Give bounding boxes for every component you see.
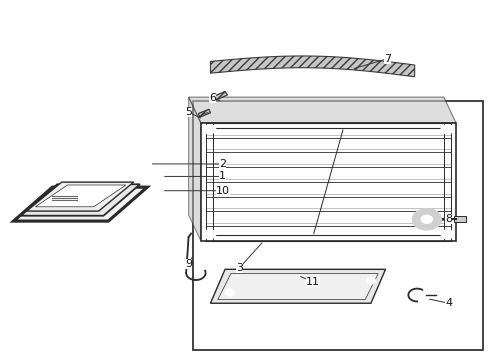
Text: 4: 4 xyxy=(444,298,451,308)
Polygon shape xyxy=(210,91,227,102)
Text: 3: 3 xyxy=(236,262,243,273)
Circle shape xyxy=(440,125,453,134)
Polygon shape xyxy=(217,274,377,300)
Text: 1: 1 xyxy=(219,171,225,181)
Circle shape xyxy=(224,289,234,296)
Polygon shape xyxy=(210,269,385,303)
Polygon shape xyxy=(27,182,133,211)
Polygon shape xyxy=(201,123,455,241)
Polygon shape xyxy=(14,187,147,221)
Text: 9: 9 xyxy=(184,259,192,269)
Polygon shape xyxy=(21,184,140,216)
Polygon shape xyxy=(188,97,201,241)
Text: 11: 11 xyxy=(305,277,319,287)
Text: 6: 6 xyxy=(209,93,216,103)
Text: 7: 7 xyxy=(384,54,391,64)
Text: 8: 8 xyxy=(444,214,451,224)
Circle shape xyxy=(411,208,441,230)
Polygon shape xyxy=(210,56,414,77)
Polygon shape xyxy=(198,109,210,117)
Circle shape xyxy=(203,230,215,239)
Polygon shape xyxy=(188,97,455,123)
Circle shape xyxy=(366,277,375,284)
Circle shape xyxy=(420,215,432,224)
Bar xyxy=(193,102,482,350)
Text: 2: 2 xyxy=(219,159,226,169)
Circle shape xyxy=(440,230,453,239)
Polygon shape xyxy=(35,185,125,207)
Text: 5: 5 xyxy=(184,107,192,117)
Circle shape xyxy=(203,125,215,134)
Text: 10: 10 xyxy=(215,186,229,196)
Bar xyxy=(453,216,465,222)
